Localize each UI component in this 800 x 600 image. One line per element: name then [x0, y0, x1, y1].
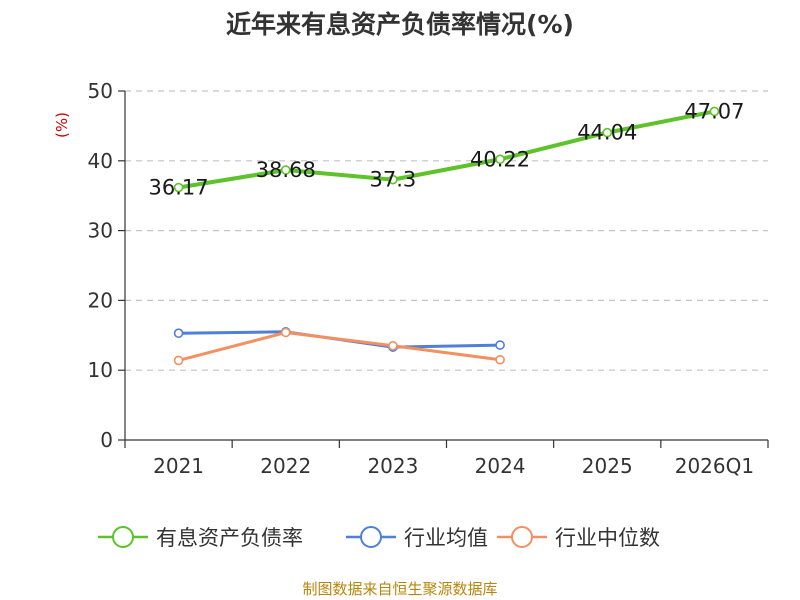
data-label: 36.17: [149, 176, 209, 200]
data-point[interactable]: [280, 327, 291, 338]
data-point[interactable]: [173, 182, 184, 193]
data-label: 44.04: [577, 121, 637, 145]
grid-lines: [125, 90, 768, 371]
x-tick-label: 2025: [582, 454, 633, 478]
axes: 0 10 20 30 40 50 2021 2022 2023 2024 2025 2026Q1: [88, 79, 769, 478]
y-axis-unit-label: (%): [53, 112, 71, 138]
legend-label: 有息资产负债率: [156, 526, 303, 550]
data-point[interactable]: [173, 328, 184, 339]
series-line: [176, 109, 717, 190]
x-tick-label: 2023: [367, 454, 418, 478]
data-point[interactable]: [388, 174, 398, 185]
legend: 有息资产负债率 行业均值 行业中位数: [98, 526, 660, 550]
data-labels: 36.17 38.68 37.3 40.22 44.04 47.07: [149, 99, 745, 199]
y-tick-label: 50: [88, 79, 113, 103]
y-tick-label: 0: [100, 428, 113, 452]
data-point[interactable]: [173, 355, 184, 366]
data-label: 37.3: [370, 168, 417, 192]
y-tick-label: 20: [88, 288, 113, 312]
data-point[interactable]: [388, 340, 398, 351]
legend-item-0[interactable]: 有息资产负债率: [98, 526, 303, 550]
legend-marker: [511, 526, 533, 548]
x-tick-label: 2026Q1: [675, 454, 754, 478]
x-tick-label: 2021: [153, 454, 204, 478]
x-tick-label: 2022: [260, 454, 311, 478]
data-point[interactable]: [495, 340, 505, 350]
data-point[interactable]: [495, 154, 505, 165]
data-point[interactable]: [495, 354, 505, 365]
legend-label: 行业均值: [404, 526, 488, 550]
chart-title: 近年来有息资产负债率情况(%): [226, 10, 574, 39]
source-note: 制图数据来自恒生聚源数据库: [302, 580, 497, 598]
data-point[interactable]: [602, 127, 613, 138]
y-tick-label: 30: [88, 219, 113, 243]
legend-item-1[interactable]: 行业均值: [346, 526, 488, 550]
legend-item-2[interactable]: 行业中位数: [497, 526, 660, 550]
legend-marker: [360, 526, 382, 548]
data-label: 40.22: [470, 147, 530, 171]
series-0: [173, 106, 720, 193]
data-label: 47.07: [684, 99, 744, 123]
series-line: [177, 331, 502, 362]
series-2: [173, 327, 505, 366]
series-layer: [173, 106, 720, 366]
data-label: 38.68: [256, 158, 316, 182]
data-point[interactable]: [709, 106, 720, 117]
x-tick-label: 2024: [475, 454, 526, 478]
legend-label: 行业中位数: [555, 526, 660, 550]
data-point[interactable]: [280, 165, 291, 175]
y-tick-label: 40: [88, 149, 113, 173]
y-tick-label: 10: [88, 358, 113, 382]
legend-marker: [112, 526, 134, 548]
